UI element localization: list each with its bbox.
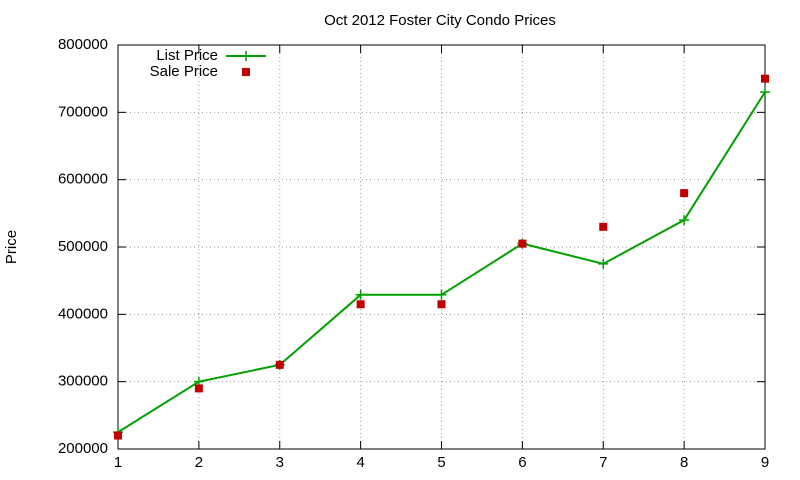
- point: [355, 289, 366, 300]
- x-tick-label: 7: [599, 454, 607, 471]
- point: [598, 258, 609, 269]
- point: [599, 222, 608, 231]
- x-tick-label: 6: [518, 454, 526, 471]
- point: [761, 74, 769, 83]
- point: [679, 215, 690, 226]
- legend-marker: [241, 51, 251, 61]
- point: [275, 360, 284, 369]
- y-tick-label: 800000: [58, 36, 108, 53]
- y-tick-label: 300000: [58, 373, 108, 390]
- y-tick-label: 600000: [58, 171, 108, 188]
- x-tick-label: 8: [680, 454, 688, 471]
- y-axis-label: Price: [3, 230, 20, 264]
- y-tick-label: 400000: [58, 305, 108, 322]
- legend-marker: [242, 68, 250, 76]
- point: [436, 289, 447, 300]
- y-tick-label: 700000: [58, 103, 108, 120]
- x-tick-label: 3: [276, 454, 284, 471]
- point: [760, 87, 770, 98]
- x-tick-label: 1: [114, 454, 122, 471]
- point: [114, 431, 122, 440]
- point: [680, 189, 689, 198]
- point: [437, 300, 446, 309]
- chart-title: Oct 2012 Foster City Condo Prices: [324, 12, 556, 29]
- legend-label: List Price: [156, 47, 218, 64]
- point: [194, 384, 203, 393]
- x-tick-label: 2: [195, 454, 203, 471]
- legend-label: Sale Price: [150, 63, 218, 80]
- x-tick-label: 5: [437, 454, 445, 471]
- x-tick-label: 4: [356, 454, 364, 471]
- y-tick-label: 500000: [58, 238, 108, 255]
- y-tick-label: 200000: [58, 440, 108, 457]
- point: [518, 239, 527, 248]
- point: [356, 300, 365, 309]
- plot-border: [117, 44, 766, 450]
- x-tick-label: 9: [761, 454, 769, 471]
